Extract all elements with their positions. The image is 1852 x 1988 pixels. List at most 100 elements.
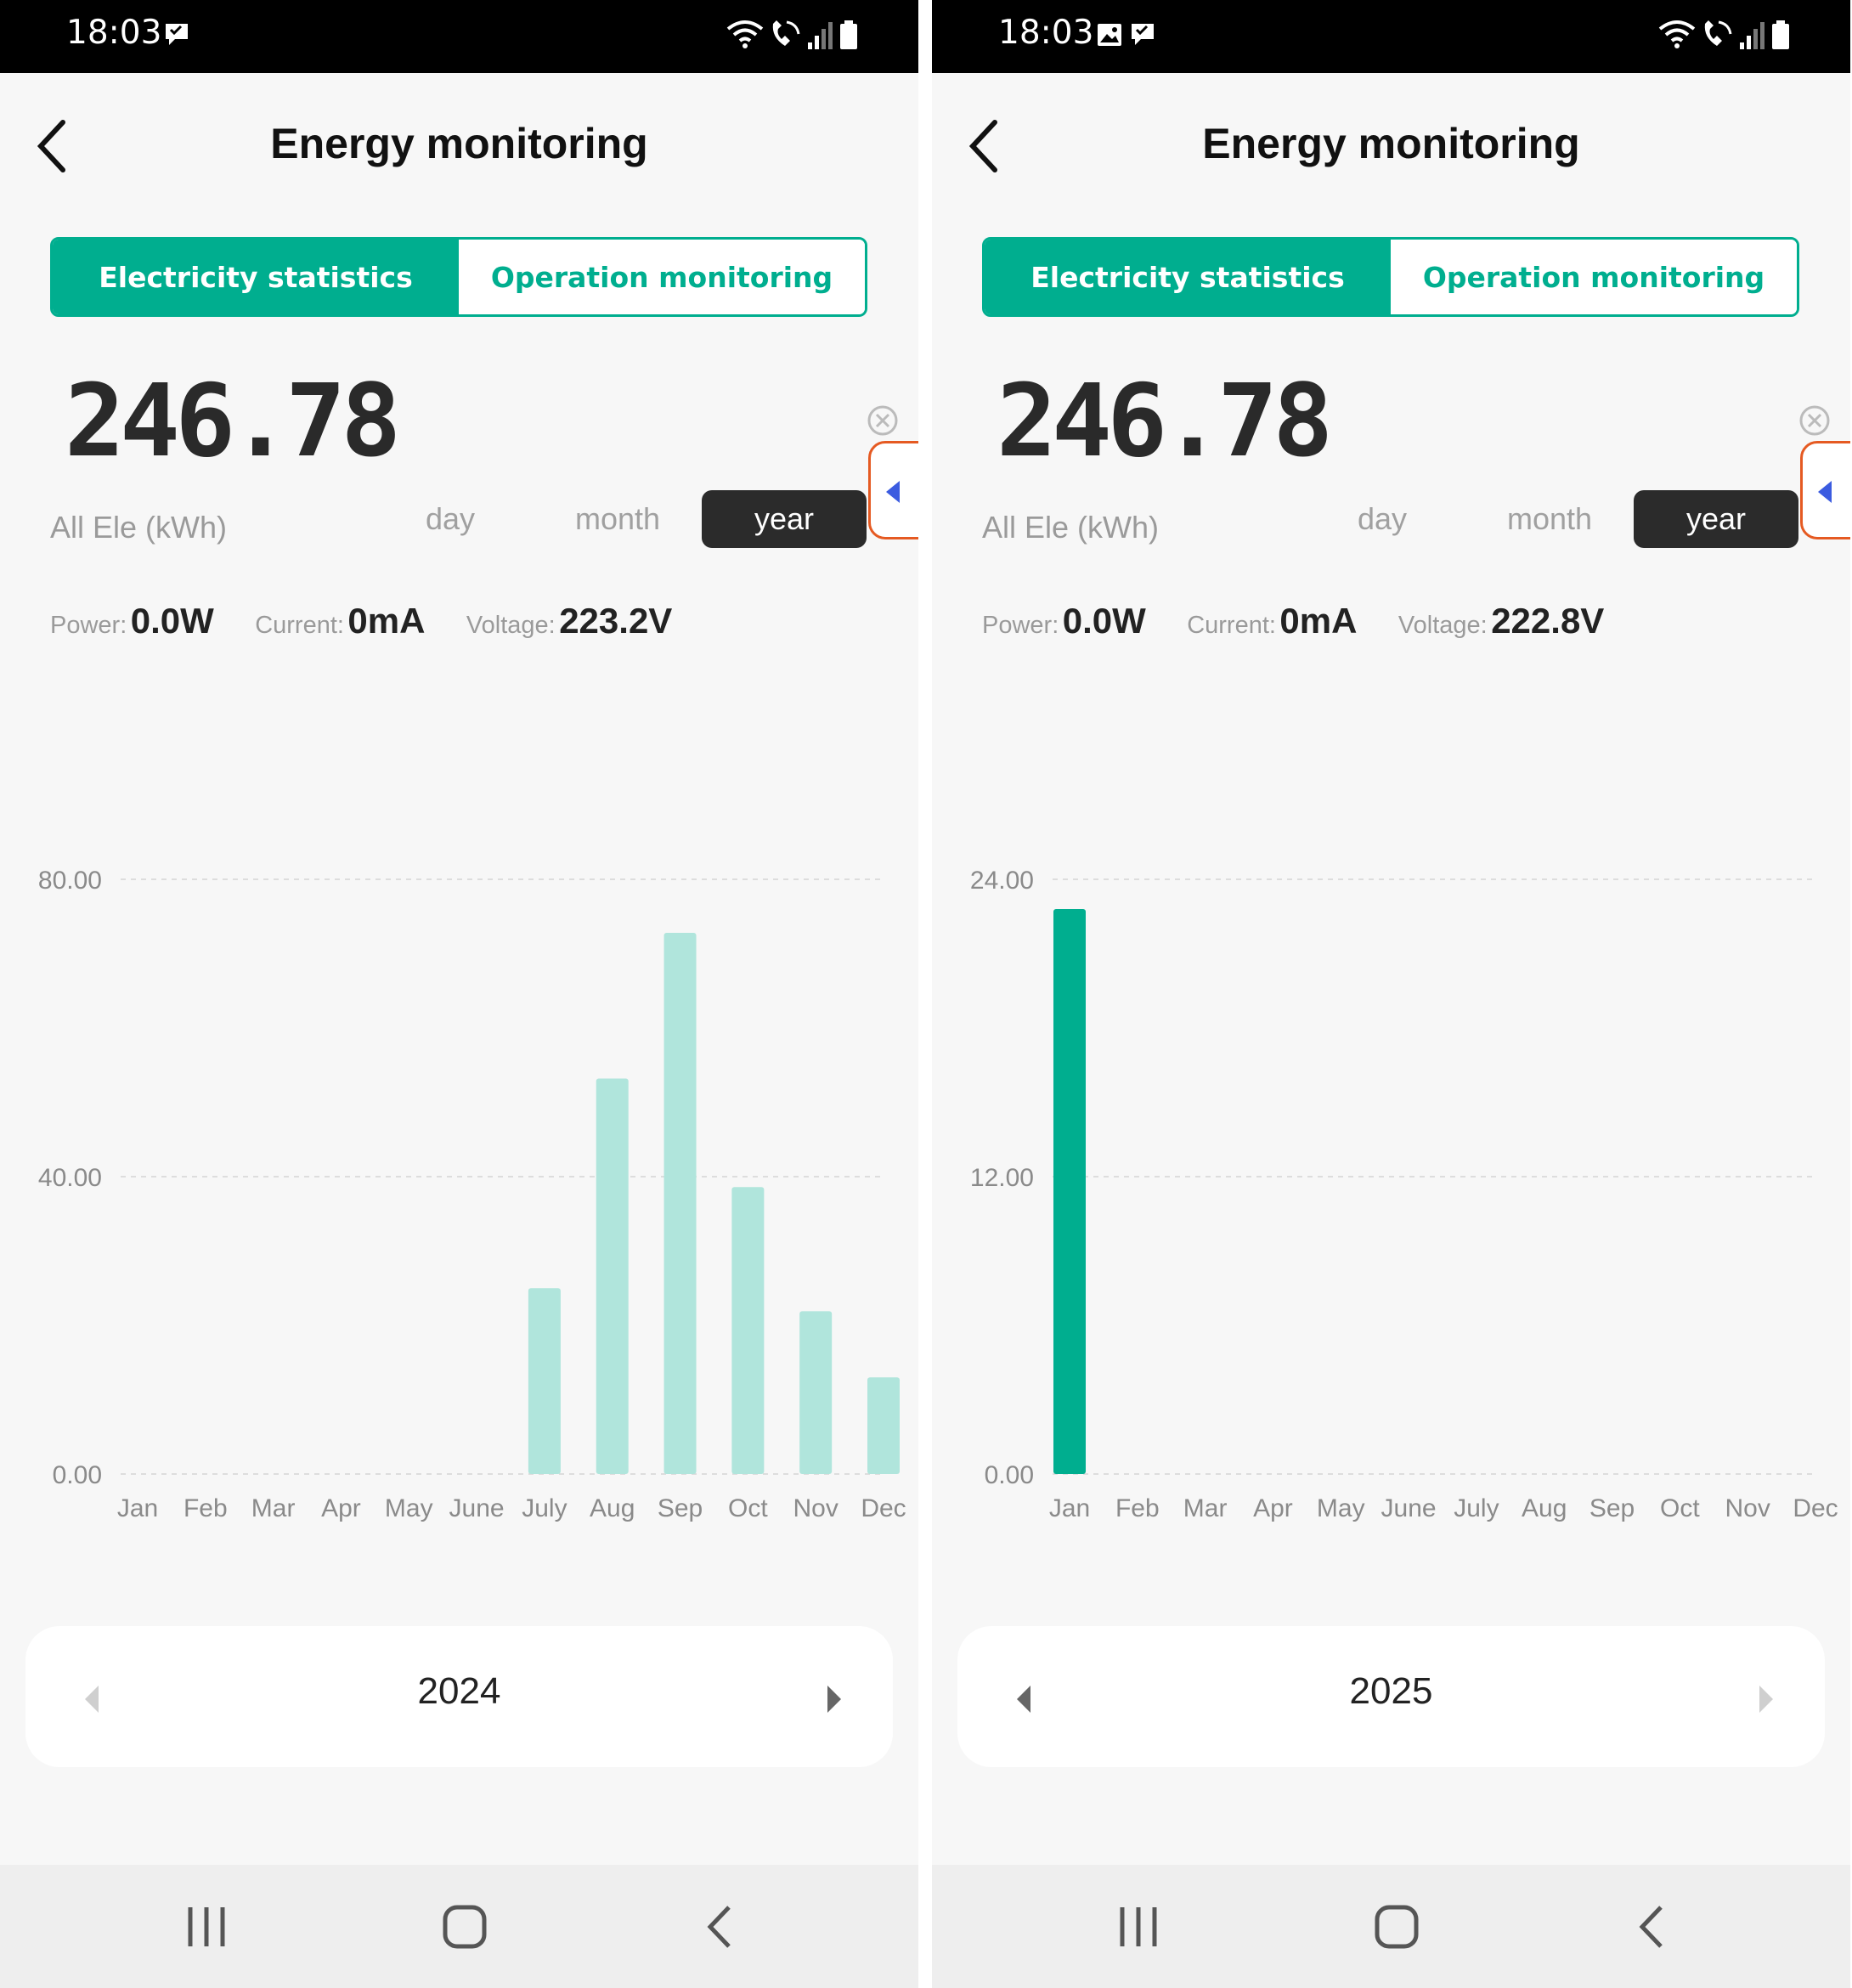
y-tick-label: 24.00: [970, 867, 1034, 895]
year-navigator: 2025: [957, 1626, 1825, 1767]
wifi-icon: [726, 20, 763, 48]
chevron-left-icon[interactable]: [31, 117, 82, 175]
total-energy-value: 246.78: [65, 362, 401, 479]
system-nav-bar: [0, 1865, 918, 1988]
power-reading: Power: 0.0W: [982, 601, 1146, 641]
x-tick-label: Nov: [793, 1494, 838, 1522]
x-tick-label: May: [1317, 1494, 1365, 1522]
power-reading: Power: 0.0W: [50, 601, 214, 641]
live-readings: Power: 0.0W Current: 0mA Voltage: 222.8V: [982, 601, 1641, 641]
status-time: 18:03: [66, 14, 162, 52]
x-tick-label: Apr: [1253, 1494, 1293, 1522]
x-tick-label: Oct: [728, 1494, 768, 1522]
wifi-icon: [1658, 20, 1695, 48]
x-tick-label: Dec: [1793, 1494, 1838, 1522]
chart-bar-dec: [867, 1377, 900, 1474]
y-tick-label: 80.00: [38, 867, 102, 895]
recent-apps-icon[interactable]: [1117, 1904, 1160, 1950]
signal-icon: [807, 22, 833, 49]
x-tick-label: Feb: [1115, 1494, 1160, 1522]
year-navigator: 2024: [25, 1626, 893, 1767]
home-icon[interactable]: [442, 1904, 488, 1950]
period-year[interactable]: year: [1634, 490, 1798, 548]
period-month[interactable]: month: [1506, 501, 1593, 536]
chart-bar-sep: [663, 933, 697, 1474]
period-month[interactable]: month: [574, 501, 661, 536]
x-tick-label: Mar: [251, 1494, 296, 1522]
chat-notification-icon: [1132, 24, 1155, 45]
system-nav-bar: [932, 1865, 1850, 1988]
y-tick-label: 0.00: [985, 1461, 1034, 1489]
voltage-reading: Voltage: 222.8V: [1397, 601, 1605, 641]
chart-bar-aug: [596, 1078, 629, 1474]
x-tick-label: Apr: [321, 1494, 361, 1522]
battery-icon: [840, 20, 857, 49]
chevron-left-icon[interactable]: [963, 117, 1014, 175]
image-notification-icon: [1098, 24, 1121, 46]
year-value: 2025: [1349, 1670, 1433, 1712]
chart-bar-july: [528, 1288, 561, 1474]
yearly-energy-bar-chart: 0.00 12.00 24.00 Jan Feb Mar Apr May June July Aug…: [970, 867, 1838, 1522]
battery-icon: [1772, 20, 1789, 49]
phone-screen-2024: 18:03 Energy monitoring Electricity stat…: [0, 0, 918, 1988]
x-tick-label: Sep: [1589, 1494, 1635, 1522]
year-value: 2024: [417, 1670, 501, 1712]
total-energy-label: All Ele (kWh): [50, 510, 228, 545]
home-icon[interactable]: [1374, 1904, 1420, 1950]
x-tick-label: Feb: [184, 1494, 228, 1522]
back-icon[interactable]: [703, 1904, 737, 1950]
phone-screen-2025: 18:03 Energy monitoring Electricity stat…: [932, 0, 1850, 1988]
status-bar: 18:03: [0, 0, 918, 73]
page-title: Energy monitoring: [270, 120, 648, 167]
side-panel-handle[interactable]: [868, 441, 918, 539]
tab-operation-monitoring[interactable]: Operation monitoring: [459, 240, 865, 314]
back-icon[interactable]: [1635, 1904, 1669, 1950]
period-year[interactable]: year: [702, 490, 867, 548]
recent-apps-icon[interactable]: [185, 1904, 228, 1950]
period-day[interactable]: day: [1357, 501, 1408, 536]
x-tick-label: June: [1381, 1494, 1437, 1522]
x-tick-label: July: [1454, 1494, 1499, 1522]
tab-operation-monitoring[interactable]: Operation monitoring: [1391, 240, 1797, 314]
triangle-left-icon: [1818, 481, 1832, 503]
side-panel-handle[interactable]: [1800, 441, 1850, 539]
x-tick-label: July: [522, 1494, 567, 1522]
x-tick-label: May: [385, 1494, 433, 1522]
x-tick-label: Aug: [1522, 1494, 1567, 1522]
chart-bar-nov: [799, 1311, 833, 1474]
total-energy-value: 246.78: [997, 362, 1333, 479]
tab-switcher: Electricity statistics Operation monitor…: [50, 237, 867, 317]
period-selector: day month year: [932, 490, 1850, 548]
x-tick-label: June: [449, 1494, 505, 1522]
triangle-left-icon[interactable]: [1012, 1684, 1037, 1714]
x-tick-label: Nov: [1725, 1494, 1770, 1522]
page-title: Energy monitoring: [1202, 120, 1580, 167]
signal-icon: [1739, 22, 1764, 49]
x-tick-label: Jan: [1049, 1494, 1090, 1522]
tab-electricity-statistics[interactable]: Electricity statistics: [53, 240, 459, 314]
triangle-right-icon[interactable]: [1753, 1684, 1778, 1714]
wifi-calling-icon: [772, 20, 800, 46]
close-circle-icon[interactable]: [1798, 404, 1831, 437]
period-selector: day month year: [0, 490, 918, 548]
tab-electricity-statistics[interactable]: Electricity statistics: [985, 240, 1391, 314]
x-tick-label: Dec: [861, 1494, 906, 1522]
x-tick-label: Oct: [1660, 1494, 1700, 1522]
x-tick-label: Jan: [117, 1494, 158, 1522]
x-tick-label: Mar: [1183, 1494, 1228, 1522]
chart-bar-oct: [731, 1187, 765, 1474]
y-tick-label: 12.00: [970, 1164, 1034, 1192]
close-circle-icon[interactable]: [867, 404, 899, 437]
chart-bar-jan: [1053, 909, 1086, 1474]
voltage-reading: Voltage: 223.2V: [466, 601, 673, 641]
total-energy-label: All Ele (kWh): [982, 510, 1160, 545]
triangle-left-icon[interactable]: [80, 1684, 105, 1714]
live-readings: Power: 0.0W Current: 0mA Voltage: 223.2V: [50, 601, 709, 641]
current-reading: Current: 0mA: [255, 601, 426, 641]
chat-notification-icon: [166, 24, 188, 45]
status-time: 18:03: [998, 14, 1094, 52]
triangle-right-icon[interactable]: [821, 1684, 846, 1714]
period-day[interactable]: day: [425, 501, 476, 536]
wifi-calling-icon: [1704, 20, 1732, 46]
current-reading: Current: 0mA: [1187, 601, 1358, 641]
